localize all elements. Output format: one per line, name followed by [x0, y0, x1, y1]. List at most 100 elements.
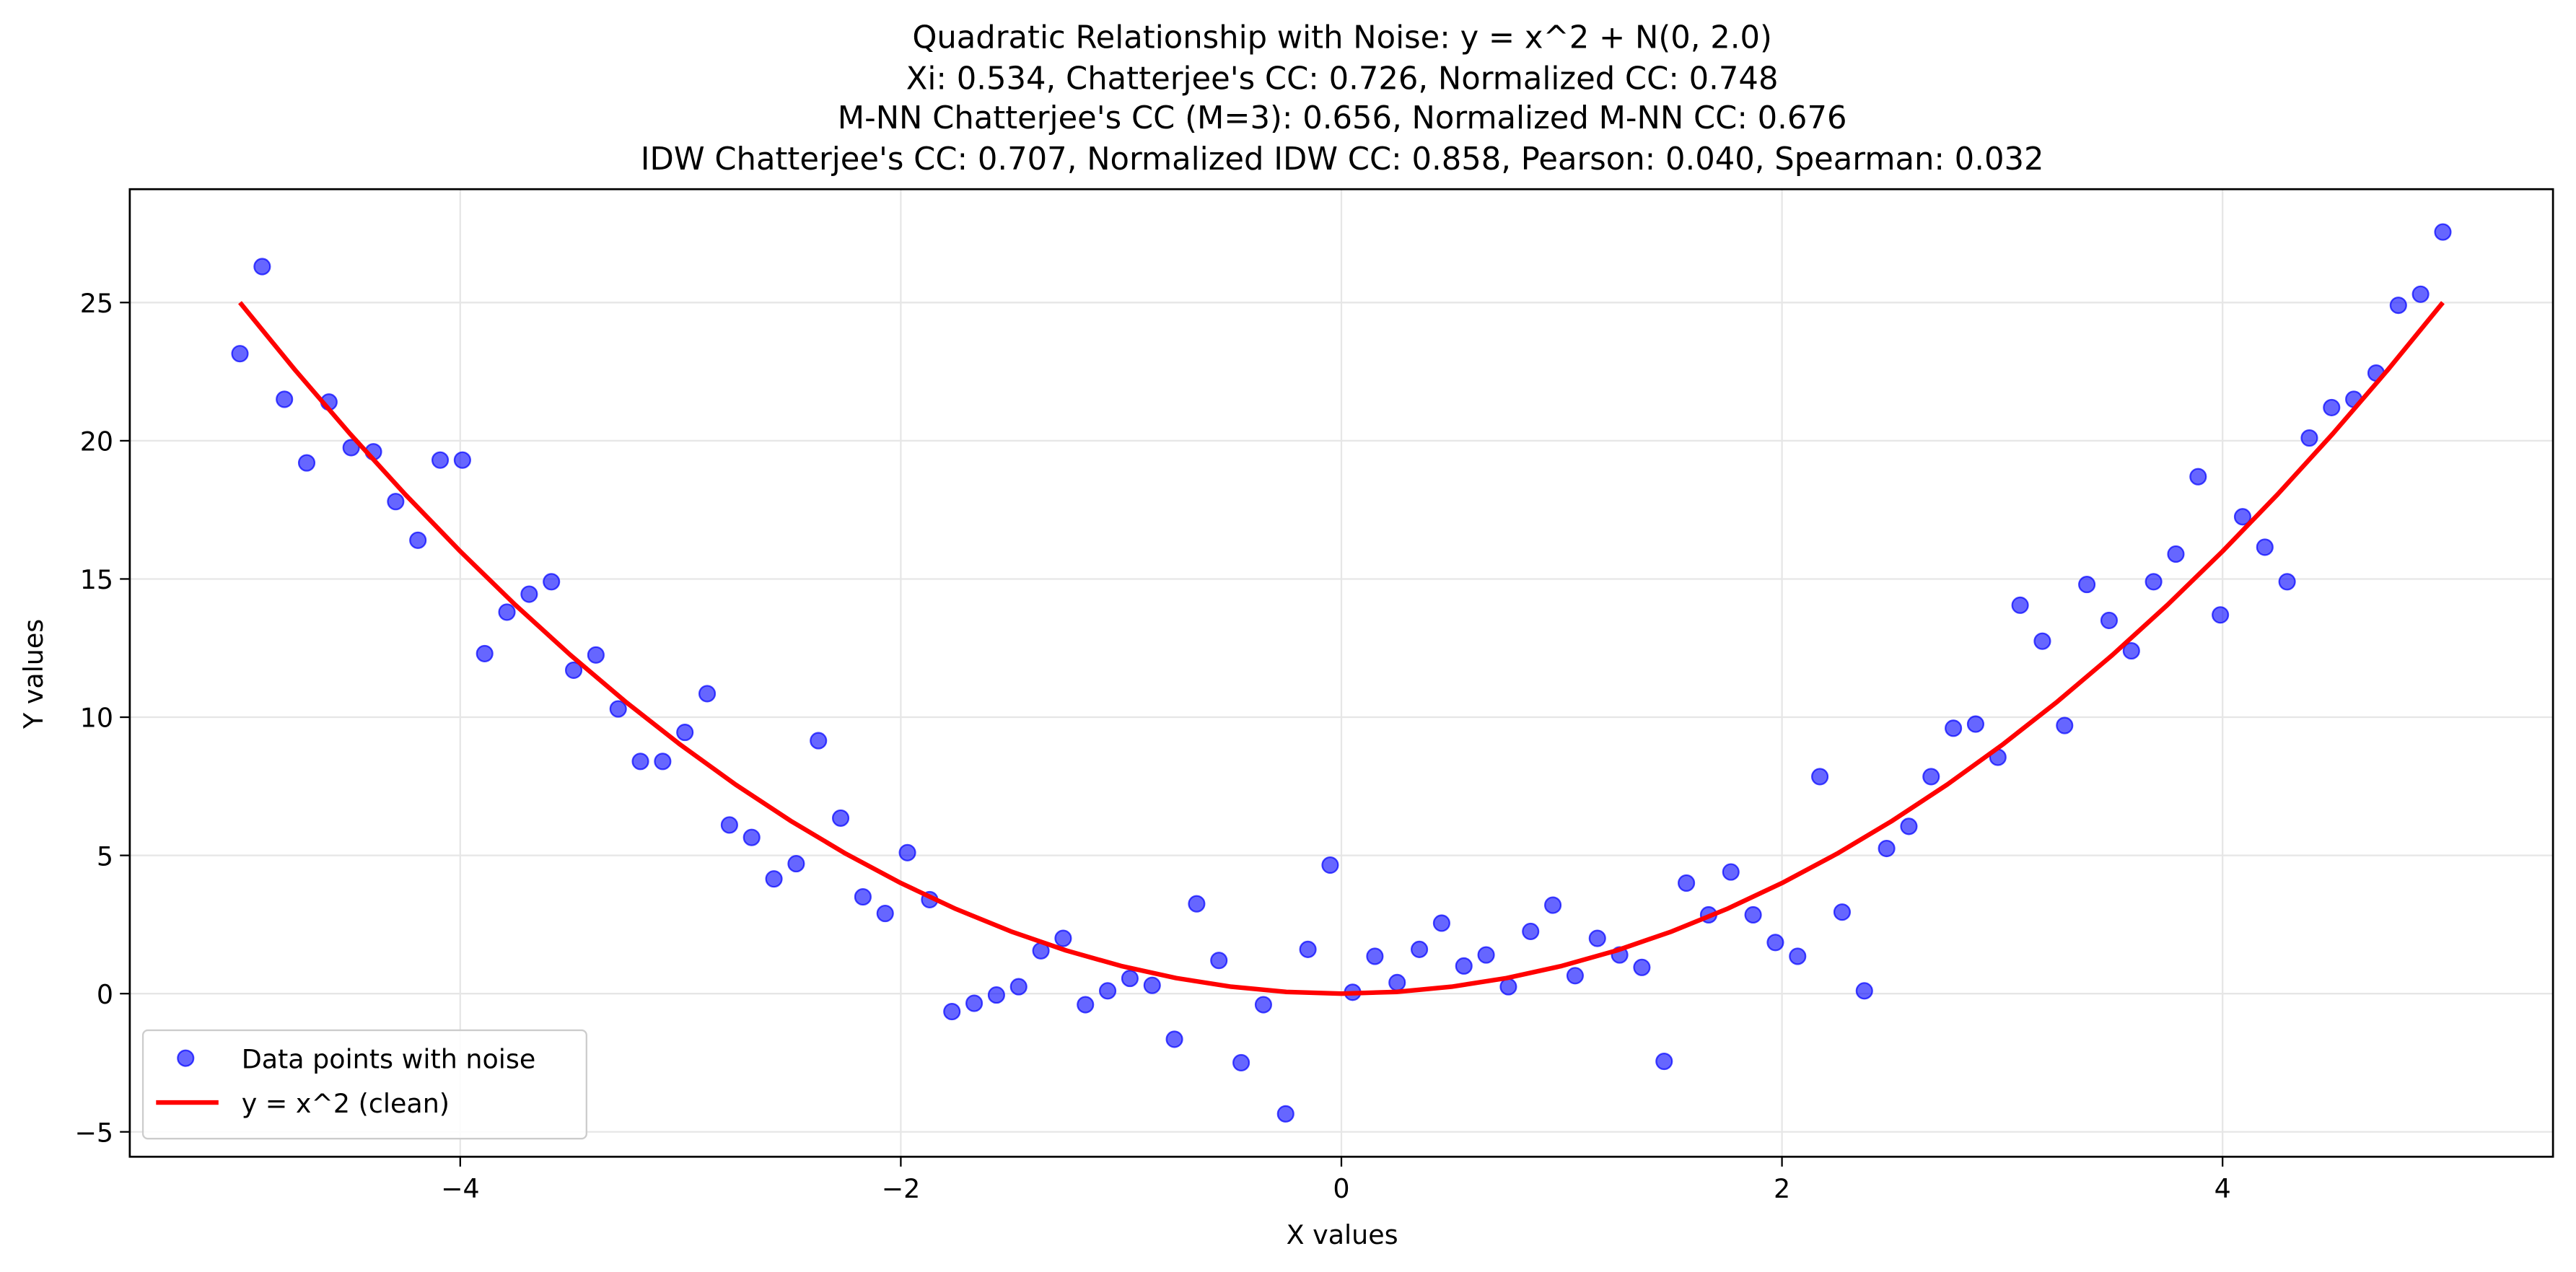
scatter-point [1188, 895, 1206, 913]
scatter-point [1566, 967, 1584, 985]
scatter-point [1789, 947, 1807, 965]
scatter-point [654, 753, 672, 771]
y-tick-label: 20 [80, 426, 113, 457]
scatter-point [2256, 538, 2274, 556]
scatter-point [943, 1003, 961, 1021]
legend-box [141, 1029, 587, 1140]
scatter-point [742, 828, 761, 846]
scatter-point [1945, 719, 1963, 737]
scatter-point [2389, 297, 2407, 315]
scatter-point [1411, 940, 1429, 958]
scatter-point [1210, 952, 1228, 970]
scatter-point [1833, 903, 1852, 921]
scatter-point [1655, 1052, 1673, 1071]
scatter-point [297, 454, 316, 472]
scatter-point [476, 644, 494, 662]
scatter-point [2300, 429, 2318, 447]
scatter-point [1966, 715, 1985, 733]
scatter-point [520, 585, 538, 603]
scatter-point [431, 451, 450, 469]
scatter-point [854, 888, 872, 906]
chart-title: Quadratic Relationship with Noise: y = x… [912, 19, 1772, 56]
chart-title: IDW Chatterjee's CC: 0.707, Normalized I… [641, 141, 2044, 177]
scatter-point [698, 685, 717, 703]
scatter-point [1522, 922, 1540, 941]
scatter-point [2011, 596, 2029, 614]
scatter-point [1143, 976, 1161, 994]
scatter-point [876, 905, 894, 923]
legend-label: Data points with noise [242, 1043, 536, 1074]
scatter-point [1254, 996, 1272, 1014]
scatter-point [1121, 970, 1139, 988]
scatter-point [1766, 934, 1784, 952]
y-tick-label: −5 [74, 1117, 113, 1148]
scatter-point [1855, 982, 1873, 1000]
scatter-point [1077, 996, 1095, 1014]
x-tick-label: −4 [441, 1173, 480, 1204]
scatter-point [720, 816, 738, 834]
scatter-point [965, 994, 983, 1012]
scatter-point [2100, 611, 2119, 629]
scatter-point [453, 451, 471, 469]
scatter-point [1165, 1030, 1183, 1048]
scatter-point [1922, 768, 1940, 786]
scatter-point [1455, 957, 1473, 975]
scatter-point [1366, 947, 1384, 965]
scatter-point [898, 843, 916, 861]
scatter-point [787, 855, 805, 873]
scatter-point [765, 870, 783, 888]
legend-label: y = x^2 (clean) [242, 1088, 450, 1119]
scatter-point [2233, 508, 2252, 526]
scatter-point [1633, 958, 1651, 976]
scatter-point [2411, 285, 2430, 303]
y-tick-label: 0 [97, 979, 113, 1010]
scatter-point [1321, 856, 1339, 874]
scatter-point [543, 573, 561, 591]
chart-title: M-NN Chatterjee's CC (M=3): 0.656, Norma… [838, 100, 1847, 136]
scatter-point [276, 390, 294, 408]
scatter-point [231, 345, 249, 363]
scatter-point [587, 646, 605, 664]
scatter-point [253, 258, 271, 276]
scatter-point [2212, 606, 2230, 624]
plot-area [231, 223, 2452, 1123]
scatter-point [631, 753, 649, 771]
scatter-point [1099, 982, 1117, 1000]
y-tick-label: 25 [80, 288, 113, 319]
scatter-point [2434, 223, 2452, 241]
scatter-point [1678, 874, 1696, 892]
ticks: −4 −2 0 2 4 −5 0 5 10 15 20 25 [74, 288, 2230, 1204]
scatter-point [387, 493, 405, 511]
scatter-point [810, 732, 828, 750]
scatter-point [987, 986, 1005, 1004]
scatter-point [1878, 839, 1896, 858]
scatter-point [498, 603, 516, 621]
x-tick-label: −2 [882, 1173, 921, 1204]
scatter-point [2033, 632, 2051, 650]
x-tick-label: 0 [1333, 1173, 1349, 1204]
scatter-point [409, 531, 427, 549]
scatter-point [2078, 576, 2096, 594]
scatter-point [2189, 468, 2207, 486]
scatter-point [2278, 573, 2296, 591]
scatter-point [342, 439, 360, 457]
x-axis-label: X values [1287, 1219, 1398, 1250]
scatter-point [2056, 716, 2074, 734]
y-tick-label: 5 [97, 841, 113, 872]
scatter-point [1432, 914, 1450, 932]
scatter-point [1900, 817, 1918, 835]
scatter-point [1544, 896, 1562, 914]
y-tick-label: 15 [80, 564, 113, 595]
scatter-point [1744, 905, 1762, 924]
scatter-point [1499, 978, 1517, 996]
scatter-point [564, 661, 583, 679]
scatter-point [1722, 863, 1740, 881]
scatter-point [1276, 1105, 1294, 1123]
scatter-point [2122, 642, 2140, 660]
scatter-point [1588, 929, 1606, 947]
chart-title: Xi: 0.534, Chatterjee's CC: 0.726, Norma… [906, 61, 1779, 97]
scatter-point [1232, 1053, 1250, 1072]
scatter-point [1009, 978, 1028, 996]
